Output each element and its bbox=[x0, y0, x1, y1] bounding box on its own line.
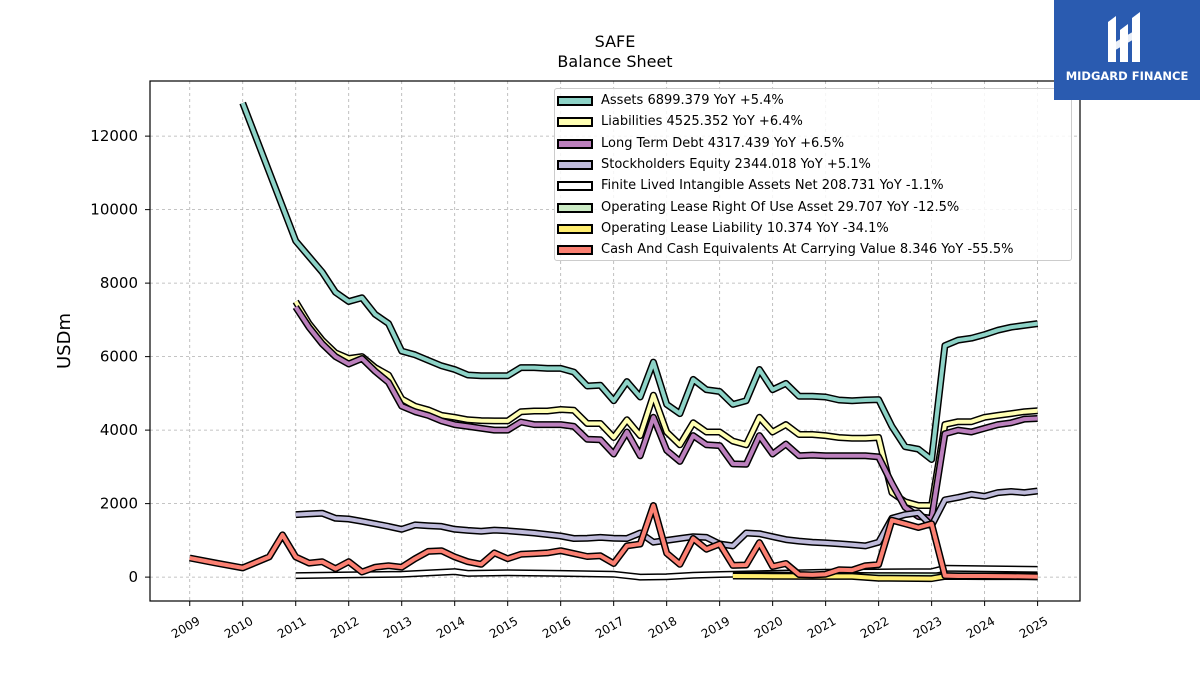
x-tick-label: 2009 bbox=[169, 614, 202, 641]
x-axis: 2009 2010 2011 2012 2013 2014 2015 2016 2017 2018… bbox=[169, 601, 1050, 641]
legend-swatch bbox=[557, 138, 593, 149]
legend-item: Stockholders Equity 2344.018 YoY +5.1% bbox=[555, 155, 1071, 175]
legend-item: Operating Lease Liability 10.374 YoY -34… bbox=[555, 219, 1071, 239]
x-tick-label: 2011 bbox=[275, 614, 308, 641]
legend-label: Stockholders Equity 2344.018 YoY +5.1% bbox=[601, 156, 871, 172]
y-tick-label: 2000 bbox=[100, 495, 138, 513]
x-tick-label: 2015 bbox=[487, 614, 520, 641]
legend-swatch bbox=[557, 159, 593, 170]
y-axis: 0 2000 4000 6000 8000 10000 12000 bbox=[90, 127, 150, 586]
y-tick-label: 4000 bbox=[100, 421, 138, 439]
x-tick-label: 2023 bbox=[911, 614, 944, 641]
x-tick-label: 2022 bbox=[858, 614, 891, 641]
logo-mark-icon bbox=[1108, 12, 1140, 62]
brand-logo: MIDGARD FINANCE bbox=[1054, 0, 1200, 100]
y-tick-label: 6000 bbox=[100, 348, 138, 366]
y-tick-label: 0 bbox=[128, 568, 138, 586]
x-tick-label: 2016 bbox=[540, 614, 573, 641]
legend-item: Finite Lived Intangible Assets Net 208.7… bbox=[555, 176, 1071, 196]
legend-label: Cash And Cash Equivalents At Carrying Va… bbox=[601, 242, 1014, 258]
legend-label: Operating Lease Liability 10.374 YoY -34… bbox=[601, 220, 889, 236]
series-0 bbox=[239, 101, 1039, 463]
legend-label: Long Term Debt 4317.439 YoY +6.5% bbox=[601, 135, 845, 151]
series-line bbox=[189, 503, 1038, 579]
legend-swatch bbox=[557, 117, 593, 128]
legend-label: Operating Lease Right Of Use Asset 29.70… bbox=[601, 199, 960, 215]
chart-title: SAFE bbox=[594, 32, 636, 51]
series-4 bbox=[295, 564, 1038, 581]
y-tick-label: 10000 bbox=[90, 201, 138, 219]
legend-label: Liabilities 4525.352 YoY +6.4% bbox=[601, 114, 803, 130]
legend-swatch bbox=[557, 245, 593, 256]
x-tick-label: 2010 bbox=[222, 614, 255, 641]
x-tick-label: 2012 bbox=[328, 614, 361, 641]
legend-item: Operating Lease Right Of Use Asset 29.70… bbox=[555, 198, 1071, 218]
y-tick-label: 8000 bbox=[100, 274, 138, 292]
x-tick-label: 2024 bbox=[964, 614, 997, 641]
x-tick-label: 2018 bbox=[646, 614, 679, 641]
logo-text: MIDGARD FINANCE bbox=[1065, 69, 1189, 83]
x-tick-label: 2013 bbox=[381, 614, 414, 641]
x-tick-label: 2025 bbox=[1017, 614, 1050, 641]
x-tick-label: 2019 bbox=[699, 614, 732, 641]
series-line bbox=[293, 300, 1038, 508]
legend-swatch bbox=[557, 223, 593, 234]
y-axis-label: USDm bbox=[54, 313, 75, 369]
plot-frame bbox=[149, 80, 1081, 602]
x-tick-label: 2014 bbox=[434, 614, 467, 641]
x-tick-label: 2020 bbox=[752, 614, 785, 641]
chart-subtitle: Balance Sheet bbox=[557, 52, 673, 71]
series-layer bbox=[189, 101, 1039, 583]
legend-label: Finite Lived Intangible Assets Net 208.7… bbox=[601, 178, 944, 194]
legend-item: Liabilities 4525.352 YoY +6.4% bbox=[555, 112, 1071, 132]
series-line bbox=[240, 102, 1038, 462]
legend-label: Assets 6899.379 YoY +5.4% bbox=[601, 93, 784, 108]
x-tick-label: 2021 bbox=[805, 614, 838, 641]
legend-item: Cash And Cash Equivalents At Carrying Va… bbox=[555, 240, 1071, 260]
legend-swatch bbox=[557, 202, 593, 213]
legend-swatch bbox=[557, 96, 593, 106]
legend-item: Assets 6899.379 YoY +5.4% bbox=[555, 91, 1071, 111]
series-line bbox=[295, 566, 1038, 580]
series-3 bbox=[295, 487, 1039, 550]
series-7 bbox=[189, 502, 1038, 581]
x-tick-label: 2017 bbox=[593, 614, 626, 641]
legend: Assets 6899.379 YoY +5.4% Liabilities 452… bbox=[554, 88, 1072, 261]
series-1 bbox=[292, 299, 1038, 509]
legend-swatch bbox=[557, 181, 593, 192]
y-tick-label: 12000 bbox=[90, 127, 138, 145]
legend-item: Long Term Debt 4317.439 YoY +6.5% bbox=[555, 134, 1071, 154]
